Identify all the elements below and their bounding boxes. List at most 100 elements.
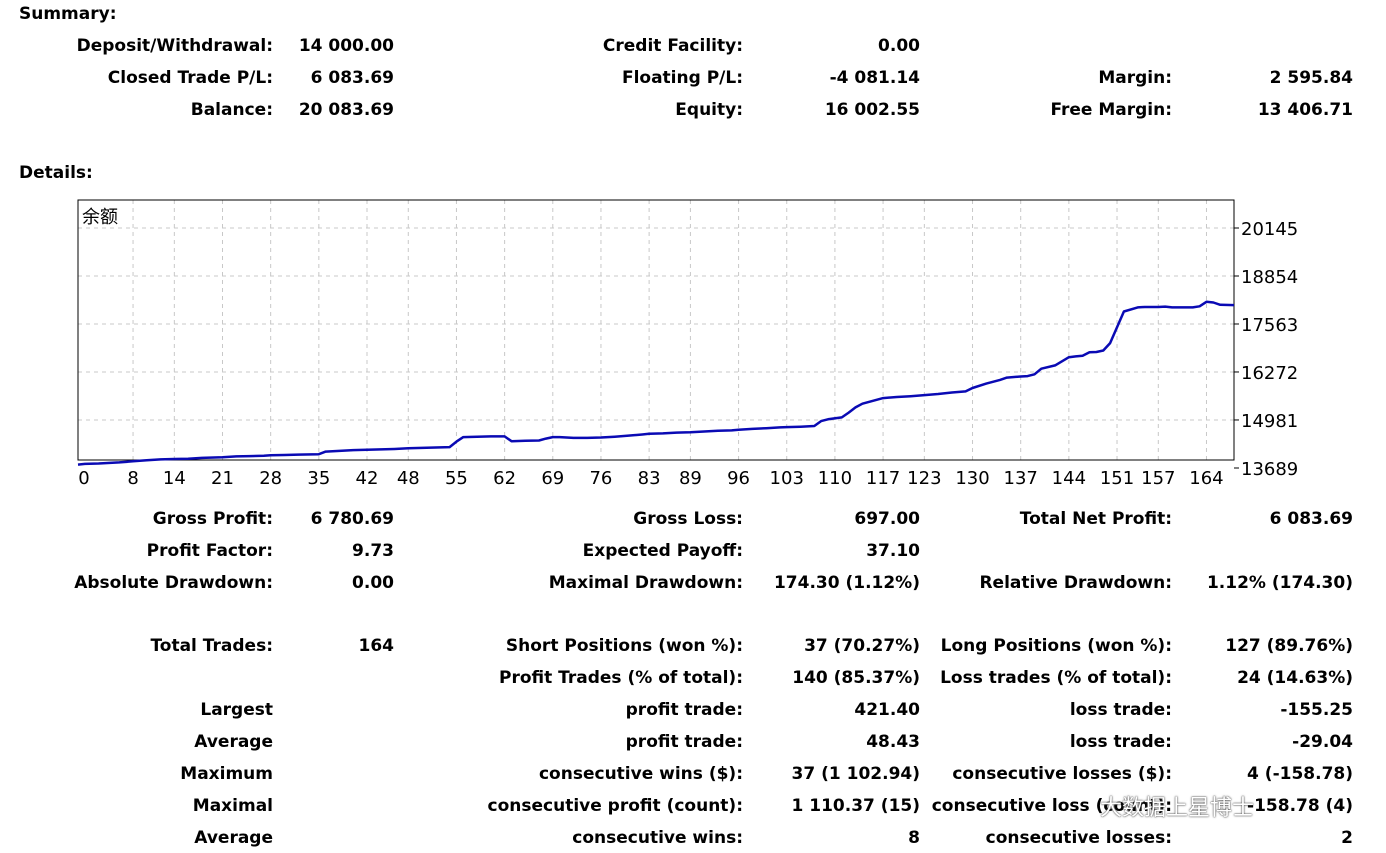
x-tick-label: 117 xyxy=(866,468,900,489)
profit-factor-value: 9.73 xyxy=(352,541,394,561)
loss-trades-label: Loss trades (% of total): xyxy=(940,668,1172,688)
relative-drawdown-value: 1.12% (174.30) xyxy=(1206,573,1353,593)
total-trades-label: Total Trades: xyxy=(150,636,273,656)
profit-trades-label: Profit Trades (% of total): xyxy=(498,668,743,688)
x-tick-label: 103 xyxy=(770,468,804,489)
average-consecutive-label: Average xyxy=(194,828,273,848)
max-consecutive-wins-value: 37 (1 102.94) xyxy=(791,764,920,784)
x-tick-label: 110 xyxy=(818,468,852,489)
absolute-drawdown-label: Absolute Drawdown: xyxy=(74,573,273,593)
maximal-consecutive-profit-label: consecutive profit (count): xyxy=(487,796,743,816)
long-positions-label: Long Positions (won %): xyxy=(940,636,1172,656)
avg-consecutive-wins-value: 8 xyxy=(908,828,920,848)
loss-trades-value: 24 (14.63%) xyxy=(1237,668,1353,688)
x-tick-label: 151 xyxy=(1100,468,1134,489)
largest-loss-label: loss trade: xyxy=(1069,700,1172,720)
watermark-text: 大数据上星博士 xyxy=(1100,796,1255,821)
closed-pl-label: Closed Trade P/L: xyxy=(107,68,273,88)
floating-pl-value: -4 081.14 xyxy=(829,68,920,88)
floating-pl-label: Floating P/L: xyxy=(621,68,743,88)
balance-chart-svg: 余额 0 8 14 21 28 35 42 48 55 62 69 76 83 89 96 103 110 117… xyxy=(77,199,1298,489)
x-tick-label: 96 xyxy=(727,468,750,489)
total-net-profit-label: Total Net Profit: xyxy=(1019,509,1172,529)
long-positions-value: 127 (89.76%) xyxy=(1225,636,1353,656)
avg-consecutive-losses-label: consecutive losses: xyxy=(985,828,1172,848)
y-tick-label: 18854 xyxy=(1241,267,1298,288)
max-consecutive-wins-label: consecutive wins ($): xyxy=(538,764,743,784)
maximal-label: Maximal xyxy=(192,796,273,816)
max-consecutive-losses-label: consecutive losses ($): xyxy=(952,764,1172,784)
x-tick-label: 69 xyxy=(541,468,564,489)
profit-trades-value: 140 (85.37%) xyxy=(792,668,920,688)
average-profit-value: 48.43 xyxy=(866,732,920,752)
total-trades-value: 164 xyxy=(358,636,395,656)
y-tick-label: 17563 xyxy=(1241,315,1298,336)
expected-payoff-label: Expected Payoff: xyxy=(582,541,743,561)
maximal-consecutive-loss-label: consecutive loss (count): xyxy=(931,796,1172,816)
x-tick-label: 21 xyxy=(211,468,234,489)
x-tick-label: 8 xyxy=(127,468,138,489)
free-margin-value: 13 406.71 xyxy=(1257,100,1353,120)
absolute-drawdown-value: 0.00 xyxy=(352,573,394,593)
x-tick-label: 42 xyxy=(356,468,379,489)
largest-loss-value: -155.25 xyxy=(1280,700,1353,720)
gross-profit-label: Gross Profit: xyxy=(152,509,273,529)
equity-label: Equity: xyxy=(675,100,743,120)
avg-consecutive-losses-value: 2 xyxy=(1341,828,1353,848)
y-axis-ticks: 20145 18854 17563 16272 14981 13689 xyxy=(1234,219,1298,480)
x-tick-label: 28 xyxy=(259,468,282,489)
equity-value: 16 002.55 xyxy=(824,100,920,120)
x-tick-label: 123 xyxy=(907,468,941,489)
x-tick-label: 76 xyxy=(589,468,612,489)
x-axis-ticks: 0 8 14 21 28 35 42 48 55 62 69 76 83 89 96 103 110 117 123… xyxy=(78,468,1223,489)
x-tick-label: 62 xyxy=(493,468,516,489)
y-tick-label: 20145 xyxy=(1241,219,1298,240)
chart-frame xyxy=(77,199,1235,461)
deposit-label: Deposit/Withdrawal: xyxy=(76,36,273,56)
x-tick-label: 137 xyxy=(1004,468,1038,489)
total-net-profit-value: 6 083.69 xyxy=(1269,509,1353,529)
average-label: Average xyxy=(194,732,273,752)
balance-chart: 余额 0 8 14 21 28 35 42 48 55 62 69 76 83 89 96 103 110 117… xyxy=(0,190,1386,500)
short-positions-value: 37 (70.27%) xyxy=(804,636,920,656)
closed-pl-value: 6 083.69 xyxy=(310,68,394,88)
maximal-drawdown-label: Maximal Drawdown: xyxy=(548,573,743,593)
x-tick-label: 164 xyxy=(1189,468,1223,489)
margin-label: Margin: xyxy=(1098,68,1172,88)
chart-title: 余额 xyxy=(82,207,118,228)
x-tick-label: 55 xyxy=(445,468,468,489)
largest-profit-value: 421.40 xyxy=(854,700,920,720)
x-tick-label: 14 xyxy=(163,468,186,489)
deposit-value: 14 000.00 xyxy=(298,36,394,56)
chart-grid xyxy=(78,200,1234,460)
x-tick-label: 89 xyxy=(679,468,702,489)
y-tick-label: 14981 xyxy=(1241,411,1298,432)
free-margin-label: Free Margin: xyxy=(1050,100,1172,120)
balance-value: 20 083.69 xyxy=(298,100,394,120)
maximal-consecutive-profit-value: 1 110.37 (15) xyxy=(791,796,920,816)
y-tick-label: 16272 xyxy=(1241,363,1298,384)
average-profit-label: profit trade: xyxy=(625,732,743,752)
short-positions-label: Short Positions (won %): xyxy=(505,636,743,656)
margin-value: 2 595.84 xyxy=(1269,68,1353,88)
largest-profit-label: profit trade: xyxy=(625,700,743,720)
y-tick-label: 13689 xyxy=(1241,459,1298,480)
summary-heading: Summary: xyxy=(19,4,117,24)
maximal-consecutive-loss-value: -158.78 (4) xyxy=(1247,796,1353,816)
credit-value: 0.00 xyxy=(878,36,920,56)
x-tick-label: 130 xyxy=(955,468,989,489)
x-tick-label: 83 xyxy=(638,468,661,489)
maximal-drawdown-value: 174.30 (1.12%) xyxy=(773,573,920,593)
max-consecutive-losses-value: 4 (-158.78) xyxy=(1247,764,1353,784)
x-tick-label: 157 xyxy=(1141,468,1175,489)
credit-label: Credit Facility: xyxy=(602,36,743,56)
profit-factor-label: Profit Factor: xyxy=(146,541,273,561)
gross-loss-label: Gross Loss: xyxy=(633,509,743,529)
largest-label: Largest xyxy=(200,700,273,720)
average-loss-value: -29.04 xyxy=(1292,732,1353,752)
x-tick-label: 0 xyxy=(78,468,89,489)
x-tick-label: 144 xyxy=(1052,468,1086,489)
balance-label: Balance: xyxy=(190,100,273,120)
x-tick-label: 48 xyxy=(397,468,420,489)
relative-drawdown-label: Relative Drawdown: xyxy=(979,573,1172,593)
